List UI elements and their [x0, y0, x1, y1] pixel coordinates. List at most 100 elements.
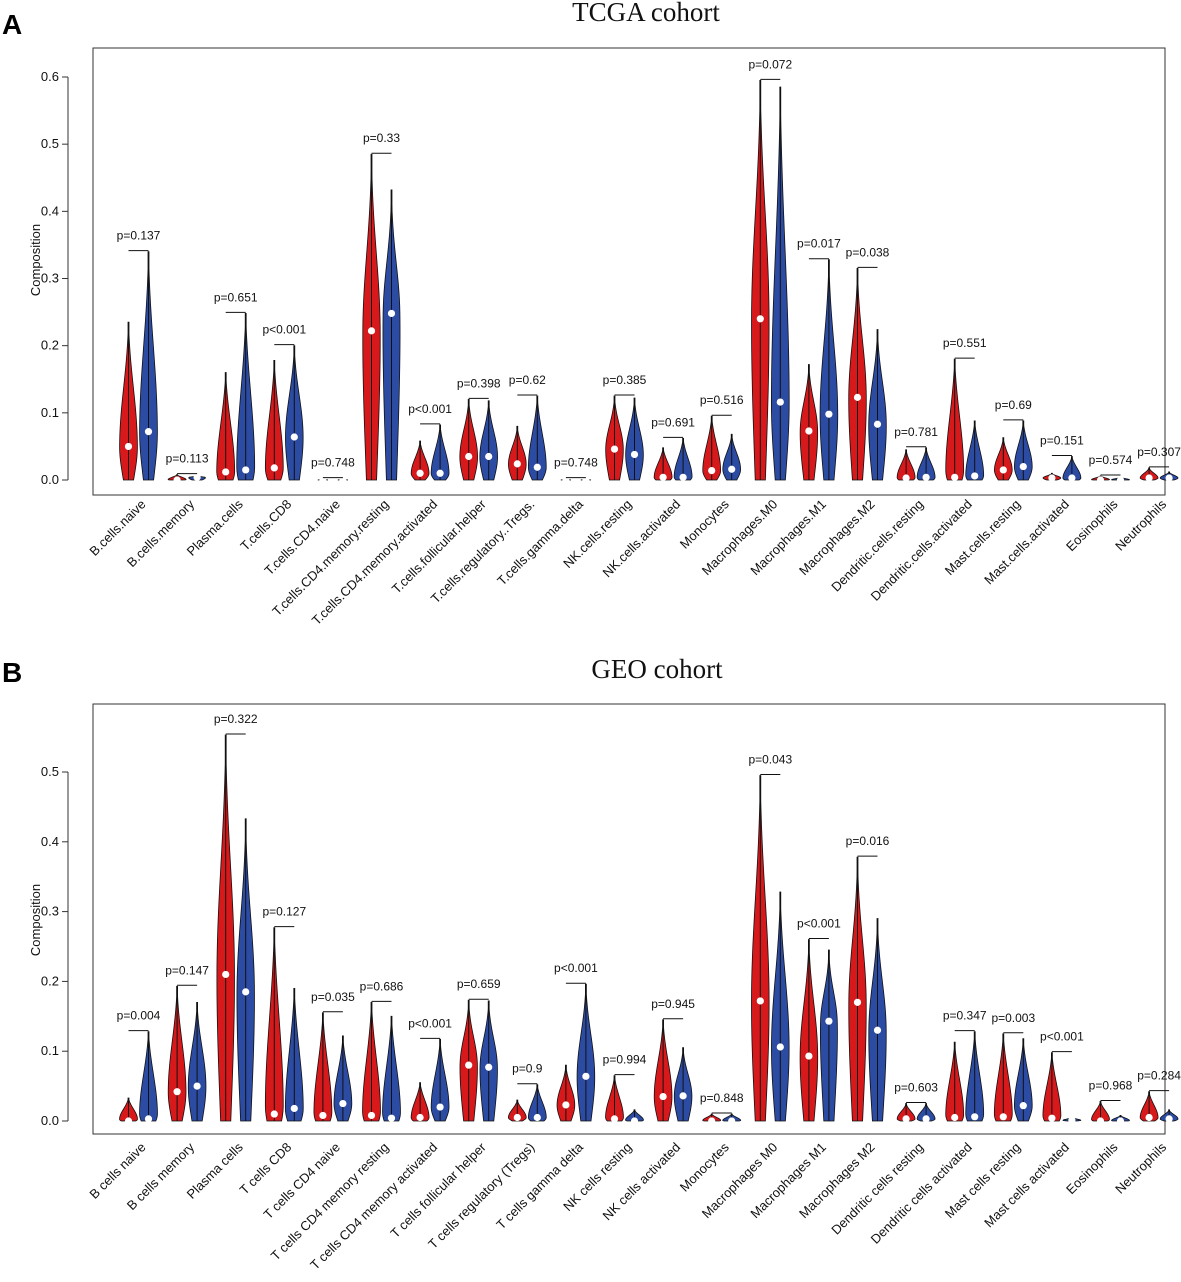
median-dot	[679, 473, 687, 481]
plot-frame-b	[92, 703, 1166, 1135]
median-dot	[951, 1113, 959, 1122]
median-dot	[533, 463, 541, 471]
median-dot	[319, 476, 327, 484]
y-axis-label-b: Composition	[28, 884, 43, 956]
p-value-label: p=0.551	[943, 336, 987, 350]
median-dot	[513, 1113, 521, 1122]
median-dot	[124, 1117, 133, 1125]
median-dot	[1165, 474, 1173, 482]
p-value-label: p=0.516	[700, 393, 744, 407]
p-value-label: p=0.147	[165, 963, 209, 977]
median-dot	[679, 1092, 687, 1100]
median-dot	[922, 473, 930, 481]
p-value-label: p=0.151	[1040, 433, 1084, 447]
p-value-label: p=0.659	[457, 977, 501, 991]
median-dot	[1048, 474, 1056, 482]
p-value-label: p=0.137	[117, 229, 161, 243]
median-dot	[144, 428, 153, 436]
median-dot	[485, 1063, 493, 1071]
p-value-label: p=0.33	[363, 131, 400, 145]
x-category-label: Eosinophils	[1063, 496, 1121, 554]
x-category-label: T cells gamma delta	[493, 1139, 586, 1232]
p-value-label: p=0.003	[991, 1011, 1035, 1025]
p-value-label: p=0.385	[603, 373, 647, 387]
y-axis-label-a: Composition	[28, 224, 43, 296]
median-dot	[951, 473, 959, 481]
p-value-label: p=0.62	[509, 373, 546, 387]
median-dot	[630, 450, 639, 459]
median-dot	[902, 1115, 910, 1123]
median-dot	[853, 998, 862, 1006]
p-value-label: p=0.691	[651, 415, 695, 429]
median-dot	[270, 1110, 278, 1118]
median-dot	[922, 1115, 930, 1123]
y-tick-label: 0.0	[41, 472, 59, 487]
median-dot	[825, 1017, 833, 1025]
median-dot	[853, 393, 862, 401]
p-value-label: p=0.322	[214, 712, 258, 726]
p-value-label: p=0.848	[700, 1091, 744, 1105]
p-value-label: p=0.748	[311, 456, 355, 470]
median-dot	[562, 1101, 570, 1109]
p-value-label: p=0.994	[603, 1053, 647, 1067]
median-dot	[971, 472, 979, 480]
median-dot	[562, 476, 570, 484]
y-tick-label: 0.5	[41, 136, 59, 151]
median-dot	[825, 410, 833, 418]
x-category-label: T.cells.follicular.helper	[389, 496, 489, 596]
x-category-label: Mast.cells.activated	[981, 497, 1072, 588]
median-dot	[776, 1043, 784, 1051]
y-tick-label: 0.4	[41, 834, 59, 849]
p-value-label: p=0.016	[846, 834, 890, 848]
p-value-label: p=0.968	[1089, 1078, 1133, 1092]
x-category-label: Eosinophils	[1063, 1139, 1121, 1197]
median-dot	[436, 469, 444, 477]
median-dot	[485, 452, 493, 461]
p-value-label: p=0.113	[166, 452, 209, 466]
panel-label-b: B	[2, 657, 22, 688]
median-dot	[659, 473, 667, 481]
median-dot	[416, 469, 424, 477]
median-dot	[971, 1113, 979, 1121]
p-value-label: p=0.347	[943, 1009, 987, 1023]
y-tick-label: 0.1	[41, 1043, 59, 1058]
median-dot	[339, 476, 347, 484]
median-dot	[465, 452, 473, 461]
p-value-label: p=0.748	[554, 456, 598, 470]
p-value-label: p=0.004	[117, 1009, 161, 1023]
violin-plot-a: 0.00.10.20.30.40.50.6p=0.137B.cells.naiv…	[41, 57, 1181, 628]
y-tick-label: 0.6	[41, 69, 59, 84]
p-value-label: p=0.398	[457, 376, 501, 390]
median-dot	[173, 1088, 181, 1096]
median-dot	[999, 466, 1007, 474]
panel-label-a: A	[2, 9, 22, 40]
median-dot	[582, 476, 590, 484]
median-dot	[756, 997, 764, 1005]
median-dot	[124, 442, 133, 451]
y-tick-label: 0.1	[41, 405, 59, 420]
y-tick-label: 0.2	[41, 338, 59, 353]
p-value-label: p=0.038	[846, 245, 890, 259]
p-value-label: p<0.001	[1040, 1030, 1084, 1044]
x-category-label: Dendritic.cells.resting	[828, 497, 926, 595]
median-dot	[728, 465, 736, 473]
median-dot	[1019, 1102, 1027, 1110]
median-dot	[1145, 1113, 1153, 1122]
p-value-label: p<0.001	[408, 1016, 452, 1030]
x-category-label: Neutrophils	[1112, 1139, 1169, 1196]
median-dot	[290, 1104, 298, 1113]
median-dot	[242, 988, 250, 996]
median-dot	[319, 1111, 327, 1120]
median-dot	[222, 970, 230, 979]
median-dot	[270, 464, 278, 472]
p-value-label: p=0.9	[512, 1062, 543, 1076]
y-tick-label: 0.4	[41, 203, 59, 218]
y-tick-label: 0.5	[41, 764, 59, 779]
median-dot	[1068, 474, 1076, 482]
p-value-label: p<0.001	[262, 323, 306, 337]
median-dot	[776, 398, 784, 406]
median-dot	[242, 466, 250, 474]
median-dot	[290, 433, 298, 441]
